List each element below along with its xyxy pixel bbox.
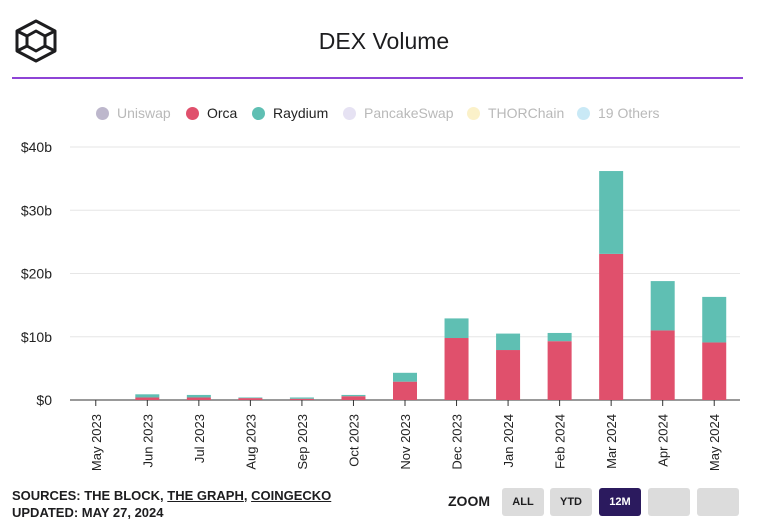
sources-prefix: SOURCES: THE BLOCK, — [12, 488, 168, 503]
bar-raydium — [186, 394, 211, 398]
bar-raydium — [599, 171, 624, 254]
bar-raydium — [496, 333, 521, 351]
x-tick-label: Aug 2023 — [243, 414, 258, 470]
legend-item-19-others[interactable]: 19 Others — [577, 105, 659, 121]
bar-raydium — [702, 296, 727, 343]
x-tick-label: May 2023 — [89, 414, 104, 471]
y-tick-label: $20b — [21, 266, 52, 282]
zoom-ytd-button[interactable]: YTD — [550, 488, 592, 516]
y-tick-label: $0 — [36, 392, 52, 408]
legend-dot — [467, 106, 480, 120]
bar-orca — [547, 341, 572, 400]
x-tick-label: Jul 2023 — [192, 414, 207, 463]
x-tick-label: Sep 2023 — [295, 414, 310, 470]
bar-orca — [702, 342, 727, 400]
bar-orca — [186, 397, 211, 400]
legend-label: PancakeSwap — [364, 105, 454, 121]
x-tick-label: Feb 2024 — [553, 414, 568, 469]
x-tick-label: May 2024 — [707, 414, 722, 471]
bar-raydium — [289, 397, 314, 399]
legend-item-thorchain[interactable]: THORChain — [467, 105, 564, 121]
x-tick-label: Dec 2023 — [450, 414, 465, 470]
legend-dot — [577, 106, 590, 120]
bar-orca — [599, 253, 624, 400]
zoom-extra-button-2[interactable] — [697, 488, 739, 516]
source-link-coingecko[interactable]: COINGECKO — [251, 488, 332, 503]
sources-line: SOURCES: THE BLOCK, THE GRAPH, COINGECKO — [12, 487, 331, 504]
legend-label: Orca — [207, 105, 238, 121]
bar-raydium — [341, 394, 366, 397]
sources-separator: , — [243, 488, 252, 503]
legend-item-raydium[interactable]: Raydium — [252, 105, 328, 121]
the-block-logo-icon — [15, 19, 57, 63]
legend-dot — [343, 106, 356, 120]
legend-dot — [96, 106, 109, 120]
y-tick-label: $10b — [21, 329, 52, 345]
legend-dot — [252, 106, 265, 120]
source-link-the-graph[interactable]: THE GRAPH — [167, 488, 244, 503]
legend-label: Uniswap — [117, 105, 171, 121]
legend-item-uniswap[interactable]: Uniswap — [96, 105, 171, 121]
legend-item-orca[interactable]: Orca — [186, 105, 237, 121]
bar-raydium — [547, 332, 572, 342]
x-tick-label: Nov 2023 — [398, 414, 413, 470]
bar-raydium — [650, 281, 675, 331]
legend-label: 19 Others — [598, 105, 660, 121]
bar-orca — [444, 338, 469, 400]
y-tick-label: $40b — [21, 139, 52, 155]
bar-orca — [393, 381, 417, 400]
bar-orca — [496, 350, 521, 400]
x-tick-label: Jun 2023 — [140, 414, 155, 468]
bar-orca — [135, 397, 160, 400]
bar-orca — [341, 396, 366, 400]
x-tick-label: Jan 2024 — [501, 414, 516, 468]
legend-label: Raydium — [273, 105, 329, 121]
bar-orca — [289, 398, 314, 400]
bar-orca — [650, 330, 675, 400]
bar-orca — [238, 398, 263, 400]
chart-legend: Uniswap Orca Raydium PancakeSwap THORCha… — [0, 105, 768, 127]
x-tick-label: Apr 2024 — [656, 414, 671, 467]
title-divider — [12, 77, 743, 79]
y-tick-label: $30b — [21, 202, 52, 218]
bar-raydium — [238, 397, 263, 399]
bar-raydium — [444, 318, 469, 339]
x-tick-label: Oct 2023 — [346, 414, 361, 467]
zoom-all-button[interactable]: ALL — [502, 488, 544, 516]
zoom-label: ZOOM — [448, 493, 490, 509]
bar-raydium — [135, 394, 160, 398]
zoom-extra-button-1[interactable] — [648, 488, 690, 516]
chart-title: DEX Volume — [318, 28, 450, 54]
updated-date: UPDATED: MAY 27, 2024 — [12, 505, 164, 520]
x-tick-label: Mar 2024 — [604, 414, 619, 469]
dex-volume-bar-chart: $0 $10b $20b $30b $40b May 2023 Jun 2023 Jul 20… — [21, 139, 740, 471]
legend-label: THORChain — [488, 105, 565, 121]
bar-raydium — [393, 372, 417, 382]
chart-footer: SOURCES: THE BLOCK, THE GRAPH, COINGECKO… — [12, 487, 331, 521]
legend-dot — [186, 106, 199, 120]
zoom-12m-button[interactable]: 12M — [599, 488, 641, 516]
legend-item-pancakeswap[interactable]: PancakeSwap — [343, 105, 454, 121]
